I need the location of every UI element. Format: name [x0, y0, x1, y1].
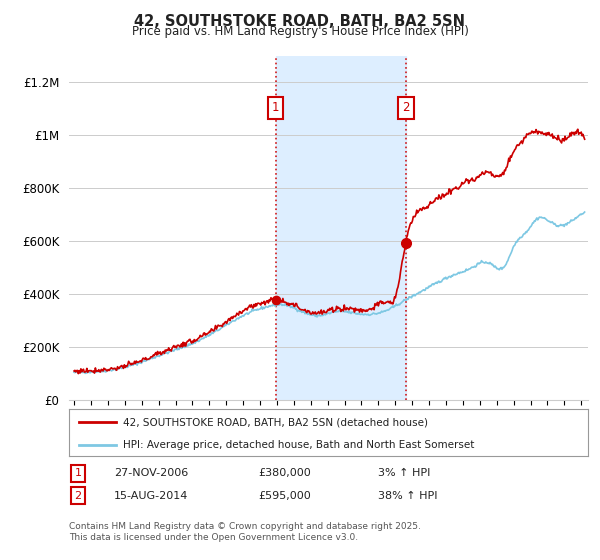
Text: 27-NOV-2006: 27-NOV-2006 [114, 468, 188, 478]
Text: 15-AUG-2014: 15-AUG-2014 [114, 491, 188, 501]
Text: Price paid vs. HM Land Registry's House Price Index (HPI): Price paid vs. HM Land Registry's House … [131, 25, 469, 38]
Text: 42, SOUTHSTOKE ROAD, BATH, BA2 5SN (detached house): 42, SOUTHSTOKE ROAD, BATH, BA2 5SN (deta… [124, 417, 428, 427]
Text: 3% ↑ HPI: 3% ↑ HPI [378, 468, 430, 478]
Text: HPI: Average price, detached house, Bath and North East Somerset: HPI: Average price, detached house, Bath… [124, 440, 475, 450]
Text: 42, SOUTHSTOKE ROAD, BATH, BA2 5SN: 42, SOUTHSTOKE ROAD, BATH, BA2 5SN [134, 14, 466, 29]
Text: £380,000: £380,000 [258, 468, 311, 478]
Text: 38% ↑ HPI: 38% ↑ HPI [378, 491, 437, 501]
Bar [275, 56, 406, 400]
Text: 1: 1 [74, 468, 82, 478]
Text: £595,000: £595,000 [258, 491, 311, 501]
Text: This data is licensed under the Open Government Licence v3.0.: This data is licensed under the Open Gov… [69, 533, 358, 542]
Text: Contains HM Land Registry data © Crown copyright and database right 2025.: Contains HM Land Registry data © Crown c… [69, 522, 421, 531]
Text: 2: 2 [402, 101, 410, 114]
Text: 1: 1 [272, 101, 280, 114]
Text: 2: 2 [74, 491, 82, 501]
